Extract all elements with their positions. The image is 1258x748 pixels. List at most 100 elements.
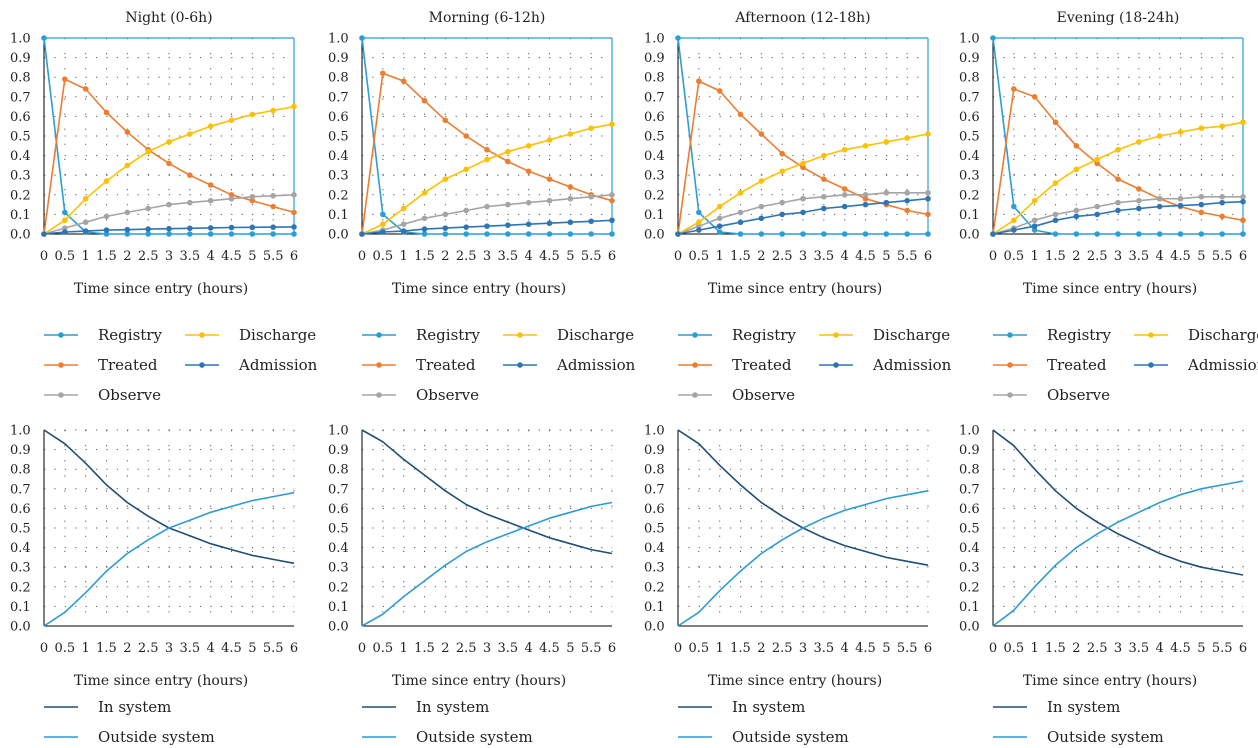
y-tick-label: 0.1 bbox=[10, 208, 31, 223]
x-tick-label: 0 bbox=[674, 641, 682, 656]
legend-item-outside-system: Outside system bbox=[993, 728, 1164, 746]
x-tick-label: 0 bbox=[358, 249, 366, 264]
legend-marker bbox=[58, 362, 64, 368]
data-point-registry bbox=[207, 231, 214, 237]
y-tick-label: 0.2 bbox=[644, 188, 665, 203]
legend-item-admission: Admission bbox=[1134, 356, 1258, 374]
y-tick-label: 0.7 bbox=[10, 90, 31, 105]
data-point-treated bbox=[546, 176, 553, 182]
data-point-registry bbox=[862, 231, 869, 237]
data-point-treated bbox=[1240, 217, 1246, 224]
y-tick-label: 0.1 bbox=[328, 600, 349, 615]
panel-title: Evening (18-24h) bbox=[1057, 10, 1180, 26]
legend-marker bbox=[199, 362, 205, 368]
y-tick-label: 0.6 bbox=[10, 110, 31, 125]
legend-item-admission: Admission bbox=[185, 356, 318, 374]
legend-item-discharge: Discharge bbox=[1134, 326, 1258, 344]
x-tick-label: 0.5 bbox=[54, 249, 75, 264]
x-tick-label: 3 bbox=[483, 249, 491, 264]
data-point-admission bbox=[675, 231, 681, 237]
y-tick-label: 0.9 bbox=[959, 443, 980, 458]
data-point-admission bbox=[62, 229, 68, 235]
y-tick-label: 0.7 bbox=[959, 90, 980, 105]
x-tick-label: 4 bbox=[1156, 641, 1164, 656]
data-point-discharge bbox=[1240, 119, 1246, 126]
y-tick-label: 0.9 bbox=[10, 51, 31, 66]
legend-label: In system bbox=[1047, 698, 1120, 716]
data-point-registry bbox=[758, 231, 765, 237]
y-tick-label: 0.9 bbox=[328, 443, 349, 458]
data-point-observe bbox=[904, 190, 910, 196]
data-point-admission bbox=[1198, 201, 1205, 208]
line-admission bbox=[992, 200, 1244, 235]
panel-top-evening: Evening (18-24h) 0.0 0.1 0.2 0.3 0.4 0.5 0.6 0.7… bbox=[959, 10, 1258, 404]
data-point-treated bbox=[207, 182, 214, 188]
x-tick-label: 3 bbox=[1114, 641, 1122, 656]
data-point-treated bbox=[421, 97, 428, 104]
legend-marker bbox=[692, 392, 698, 398]
y-tick-label: 0.5 bbox=[644, 130, 665, 145]
series-registry bbox=[990, 35, 1246, 237]
data-point-discharge bbox=[207, 123, 214, 129]
y-tick-label: 1.0 bbox=[959, 32, 980, 47]
data-point-registry bbox=[546, 231, 553, 237]
panel-top-afternoon: Afternoon (12-18h) 0.0 0.1 0.2 0.3 0.4 0.5 0.6 0… bbox=[644, 10, 952, 404]
data-point-admission bbox=[103, 227, 110, 233]
data-point-registry bbox=[1073, 231, 1080, 237]
data-point-registry bbox=[1198, 231, 1205, 237]
x-tick-label: 2 bbox=[1072, 641, 1080, 656]
x-axis-label: Time since entry (hours) bbox=[74, 281, 248, 297]
y-tick-label: 1.0 bbox=[644, 32, 665, 47]
data-point-discharge bbox=[124, 162, 131, 169]
data-point-discharge bbox=[841, 146, 848, 153]
y-tick-label: 0.0 bbox=[10, 228, 31, 243]
y-tick-label: 0.9 bbox=[644, 51, 665, 66]
data-point-registry bbox=[463, 231, 469, 237]
data-point-discharge bbox=[400, 205, 407, 212]
x-tick-label: 4.5 bbox=[855, 249, 876, 264]
data-point-observe bbox=[525, 199, 532, 206]
data-point-treated bbox=[800, 164, 806, 171]
data-point-observe bbox=[696, 223, 702, 229]
data-point-discharge bbox=[588, 125, 594, 131]
legend-marker bbox=[517, 362, 523, 368]
x-tick-label: 6 bbox=[608, 249, 616, 264]
x-tick-label: 1 bbox=[400, 249, 408, 264]
data-point-observe bbox=[1073, 207, 1080, 214]
y-tick-label: 0.4 bbox=[10, 541, 31, 556]
data-point-discharge bbox=[1177, 129, 1184, 135]
data-point-discharge bbox=[904, 135, 910, 141]
legend-label: In system bbox=[98, 698, 171, 716]
x-tick-label: 0.5 bbox=[1003, 249, 1024, 264]
data-point-registry bbox=[1219, 231, 1225, 237]
data-point-observe bbox=[1177, 195, 1184, 202]
x-tick-label: 0 bbox=[40, 249, 48, 264]
legend-label: Observe bbox=[732, 386, 795, 404]
x-tick-label: 3 bbox=[799, 249, 807, 264]
legend-marker bbox=[1148, 362, 1154, 368]
data-point-treated bbox=[62, 76, 68, 82]
legend-marker bbox=[1007, 392, 1013, 398]
x-tick-label: 0.5 bbox=[54, 641, 75, 656]
x-tick-label: 3 bbox=[799, 641, 807, 656]
legend-marker bbox=[833, 332, 839, 338]
legend-label: Admission bbox=[556, 356, 636, 374]
data-point-registry bbox=[1052, 231, 1059, 237]
x-tick-label: 3.5 bbox=[179, 641, 200, 656]
x-tick-label: 6 bbox=[924, 641, 932, 656]
series-treated bbox=[41, 76, 297, 237]
data-point-registry bbox=[675, 35, 681, 41]
data-point-observe bbox=[270, 192, 276, 199]
y-tick-label: 1.0 bbox=[644, 424, 665, 439]
y-tick-label: 0.7 bbox=[644, 90, 665, 105]
panel-bottom-morning: 0.0 0.1 0.2 0.3 0.4 0.5 0.6 0.7 0.8 0.9 1.0 0 0.5 1 1.… bbox=[328, 424, 616, 747]
y-tick-label: 0.1 bbox=[959, 208, 980, 223]
series-treated bbox=[359, 70, 615, 237]
panel-title: Afternoon (12-18h) bbox=[734, 10, 870, 26]
series-admission bbox=[675, 195, 931, 237]
data-point-admission bbox=[145, 226, 151, 232]
x-tick-label: 2.5 bbox=[772, 641, 793, 656]
y-tick-label: 0.5 bbox=[328, 522, 349, 537]
data-point-discharge bbox=[758, 178, 765, 184]
data-point-observe bbox=[442, 211, 449, 218]
